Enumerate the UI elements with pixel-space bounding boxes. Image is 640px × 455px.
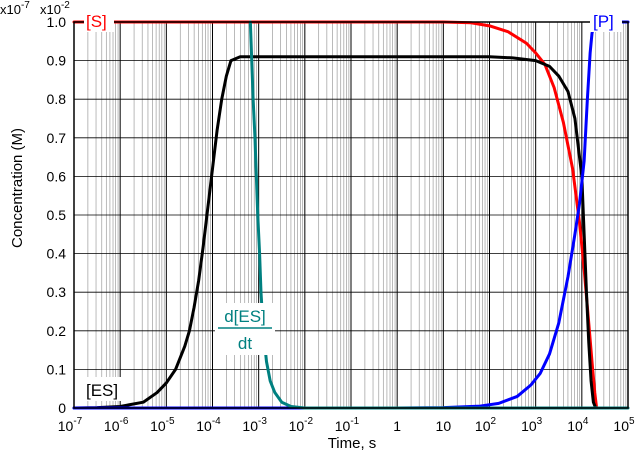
x-tick-label: 1 [393,418,401,434]
y-tick-label: 0.9 [47,53,67,69]
x-tick-label: 10 [436,418,452,434]
y-tick-label: 0.3 [47,284,67,300]
series-line-2 [72,20,630,410]
x-axis-title: Time, s [328,435,377,452]
y-tick-label: 0.1 [47,361,67,377]
x-tick-label: 10-2 [289,416,314,434]
x-tick-label: 10-7 [58,416,83,434]
y-tick-label: 0.8 [47,91,67,107]
y-tick-label: 0.5 [47,207,67,223]
corner-multiplier-2: x10-2 [40,0,70,17]
y-tick-label: 0.2 [47,323,67,339]
svg-text:[P]: [P] [593,12,614,31]
chart-grid [73,21,629,408]
des-dt-denominator: dt [238,334,252,353]
x-tick-label: 104 [567,416,589,434]
y-tick-label: 0 [58,400,66,416]
corner-multiplier-1: x10-7 [0,0,30,17]
series-label-des-dt: d[ES] dt [215,303,275,355]
x-tick-label: 10-5 [150,416,175,434]
y-axis-title: Concentration (M) [9,128,26,248]
y-tick-label: 1.0 [47,14,67,30]
series-label-es: [ES] [84,377,128,401]
x-tick-label: 10-6 [104,416,129,434]
x-tick-label: 105 [613,416,635,434]
x-tick-labels: 10-7 10-6 10-5 10-4 10-3 10-2 10-1 1 10 102 103 104… [58,416,635,434]
y-tick-labels: 0 0.1 0.2 0.3 0.4 0.5 0.6 0.7 0.8 0.9 1.0 [47,14,67,416]
y-tick-label: 0.6 [47,168,67,184]
des-dt-numerator: d[ES] [224,307,266,326]
series-label-s: [S] [84,8,114,32]
x-tick-label: 10-3 [242,416,267,434]
x-tick-label: 10-1 [335,416,360,434]
y-tick-label: 0.7 [47,130,67,146]
x-tick-label: 103 [521,416,543,434]
svg-text:[ES]: [ES] [86,381,118,400]
x-tick-label: 102 [475,416,497,434]
svg-text:[S]: [S] [86,12,107,31]
series-label-p: [P] [590,8,622,32]
series-line-1 [72,55,598,410]
y-tick-label: 0.4 [47,246,67,262]
x-tick-label: 10-4 [196,416,221,434]
plot-frame [73,21,629,409]
